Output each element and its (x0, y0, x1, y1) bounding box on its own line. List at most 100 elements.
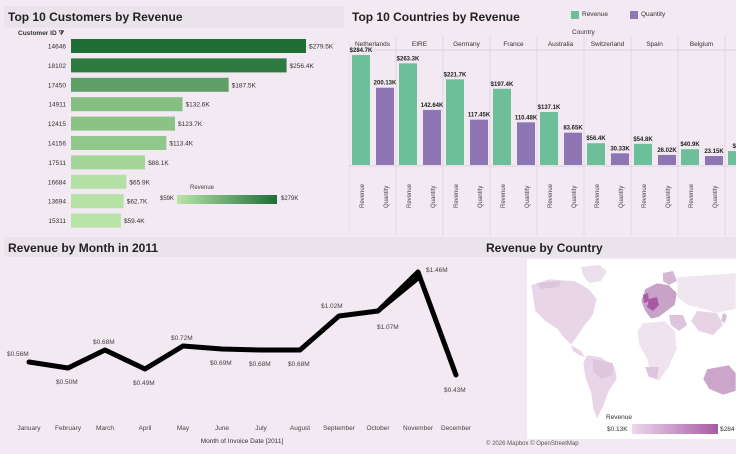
customers-legend-title: Revenue (190, 185, 215, 191)
country-bar-value-label: 30.33K (610, 146, 630, 152)
country-name-label: EIRE (412, 41, 428, 48)
month-value-label: $0.50M (56, 379, 78, 386)
legend-quantity-swatch[interactable] (630, 11, 638, 19)
customers-title-bar (4, 6, 344, 28)
monthly-title-bar (4, 237, 482, 257)
customer-id-label: 15311 (48, 218, 66, 225)
country-sub-label: Quantity (525, 186, 531, 208)
map-title: Revenue by Country (486, 241, 603, 255)
map-title-bar (482, 237, 736, 257)
customer-bar (71, 58, 287, 73)
asia-region[interactable] (676, 272, 736, 314)
country-sub-label: Revenue (407, 183, 413, 208)
country-bar-value-label: 83.65K (563, 126, 583, 132)
country-bar-revenue (728, 151, 736, 165)
country-bar-revenue (352, 55, 370, 165)
country-bar-value-label: $137.1K (538, 105, 561, 111)
month-tick-label: February (55, 425, 82, 432)
legend-revenue-swatch[interactable] (571, 11, 579, 19)
customers-legend-gradient (177, 195, 277, 204)
country-bar-quantity (517, 122, 535, 165)
month-value-label: $0.56M (7, 351, 29, 358)
map-legend-max: $284 (720, 426, 735, 433)
country-bar-value-label: $3( (733, 144, 736, 150)
customer-bar (71, 116, 176, 131)
country-name-label: Belgium (690, 41, 713, 48)
month-value-label: $0.68M (249, 361, 271, 368)
canada-region[interactable] (537, 281, 561, 289)
country-name-label: Spain (646, 41, 663, 48)
europe-region[interactable] (640, 282, 678, 320)
south-africa-region[interactable] (645, 367, 659, 379)
month-x-axis-title: Month of Invoice Date [2011] (201, 438, 284, 445)
north-america-region[interactable] (530, 278, 598, 346)
month-value-label: $0.49M (133, 380, 155, 387)
brazil-region[interactable] (593, 359, 613, 379)
world-map-svg (527, 259, 736, 439)
scandinavia-region[interactable] (663, 271, 677, 285)
customer-value-label: $123.7K (178, 121, 203, 128)
month-tick-label: July (255, 425, 267, 432)
customer-id-label: 17511 (48, 160, 66, 167)
customer-id-label: 14646 (48, 44, 66, 51)
customer-bar (71, 136, 167, 150)
customer-bar (71, 97, 183, 112)
customer-value-label: $187.5K (232, 82, 257, 89)
customer-value-label: $88.1K (148, 160, 169, 167)
month-tick-label: June (215, 425, 229, 432)
month-tick-label: September (323, 425, 356, 432)
customer-id-label: 13694 (48, 199, 66, 206)
countries-chart-title: Top 10 Countries by Revenue (352, 10, 520, 24)
country-name-label: France (503, 41, 524, 48)
customer-id-label: 12415 (48, 121, 66, 128)
filter-icon[interactable]: ⧩ (58, 30, 65, 37)
western-europe-region[interactable] (647, 297, 659, 311)
customer-bar (71, 77, 229, 92)
month-value-label: $1.02M (321, 303, 343, 310)
greenland-region[interactable] (581, 265, 607, 283)
east-asia-region[interactable] (691, 311, 723, 335)
country-sub-label: Revenue (689, 183, 695, 208)
month-value-label: $0.68M (93, 339, 115, 346)
country-bar-value-label: $197.4K (491, 82, 514, 88)
country-bar-revenue (634, 143, 652, 165)
month-tick-label: November (403, 425, 434, 432)
central-america-region[interactable] (571, 345, 585, 357)
customer-value-label: $132.6K (185, 102, 210, 109)
africa-region[interactable] (636, 320, 678, 382)
month-tick-label: May (177, 425, 190, 432)
world-map[interactable] (527, 259, 736, 439)
month-tick-label: December (441, 425, 472, 432)
country-name-label: Australia (548, 41, 574, 48)
revenue-line-peak-band (378, 269, 422, 314)
legend-revenue-label[interactable]: Revenue (582, 11, 609, 18)
monthly-line-chart: $0.56M January $0.50M February $0.68M March $0… (7, 267, 472, 445)
country-bar-revenue (587, 143, 605, 165)
japan-region[interactable] (721, 313, 727, 323)
customer-bar (71, 194, 124, 209)
map-attribution[interactable]: © 2026 Mapbox © OpenStreetMap (486, 441, 579, 447)
country-bar-value-label: 117.45K (468, 113, 491, 119)
customer-value-label: $113.4K (169, 141, 193, 148)
customer-value-label: $279.5K (309, 44, 334, 51)
country-bar-value-label: 110.48K (515, 115, 538, 121)
map-legend-gradient (632, 424, 718, 434)
customer-id-label: 18102 (48, 63, 66, 70)
uk-region[interactable] (643, 293, 649, 303)
australia-region[interactable] (702, 364, 736, 396)
customer-bar (71, 39, 306, 53)
country-bar-revenue (399, 63, 417, 165)
customer-id-axis-label[interactable]: Customer ID ⧩ (18, 30, 65, 37)
country-bar-quantity (611, 153, 629, 165)
countries-bar-chart: Netherlands$284.7K 200.13K Revenue Quantity… (349, 36, 736, 236)
customer-value-label: $65.9K (129, 179, 150, 186)
month-tick-label: March (96, 425, 114, 432)
middle-east-region[interactable] (669, 315, 687, 331)
country-bar-quantity (423, 109, 441, 165)
customer-bar (71, 155, 146, 170)
legend-quantity-label[interactable]: Quantity (641, 11, 666, 18)
customers-bar-chart: 14646 $279.5K 18102 $256.4K 17450 $187.5K 1491… (48, 39, 334, 228)
country-sub-label: Quantity (572, 186, 578, 208)
country-bar-value-label: 142.64K (421, 103, 444, 109)
country-sub-label: Revenue (501, 183, 507, 208)
